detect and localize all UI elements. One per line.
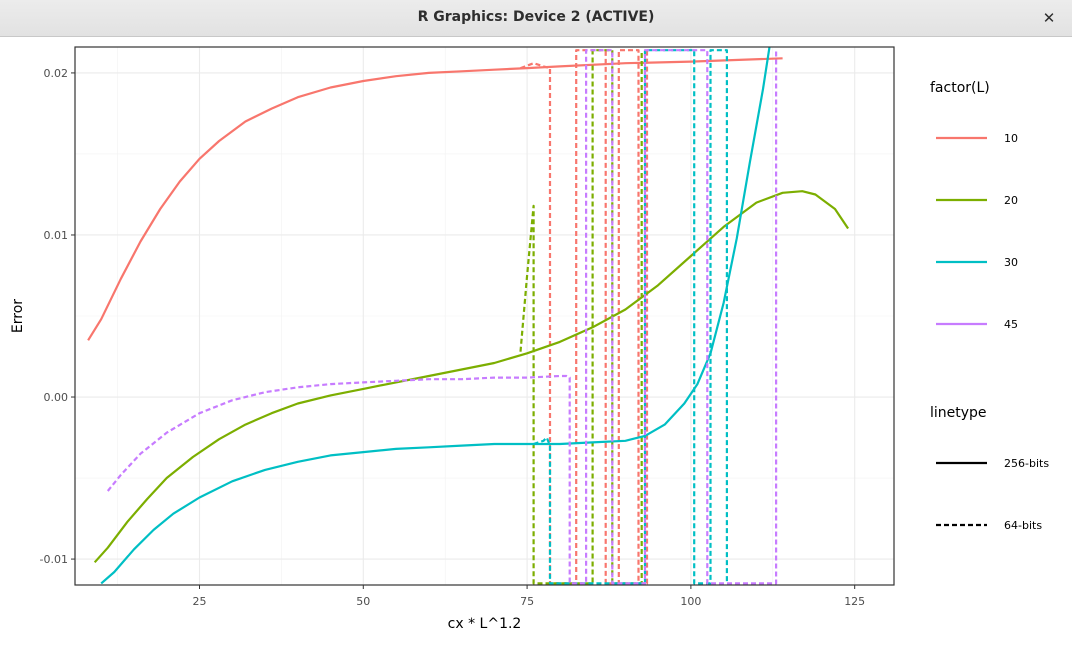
series-line-L20-256-bits — [93, 190, 850, 564]
series-line-L20-64-bits — [519, 49, 643, 585]
series-line-L10-256-bits — [87, 57, 783, 341]
legend-label-20: 20 — [1004, 194, 1018, 207]
series-line-L30-64-bits — [533, 49, 729, 585]
title-bar[interactable]: R Graphics: Device 2 (ACTIVE) ✕ — [0, 0, 1072, 37]
legend-label-256-bits: 256-bits — [1004, 457, 1049, 470]
y-axis-title: Error — [10, 299, 26, 333]
grid-lines — [75, 47, 894, 585]
close-icon[interactable]: ✕ — [1042, 9, 1056, 27]
x-tick-label: 50 — [356, 595, 370, 608]
legend-label-45: 45 — [1004, 318, 1018, 331]
x-tick-label: 75 — [520, 595, 534, 608]
legend: factor(L) 10 20 30 45 linetype 256-bits 64-bits — [930, 80, 1049, 532]
plot-panel-border — [74, 46, 895, 586]
series-line-L30-256-bits — [100, 47, 771, 585]
series-line-L10-64-bits — [520, 49, 649, 585]
plot-series — [87, 47, 850, 585]
axes: 25 50 75 100 125 -0.01 0.00 0.01 0.02 — [40, 67, 866, 608]
x-tick-label: 125 — [844, 595, 865, 608]
legend-label-30: 30 — [1004, 256, 1018, 269]
x-tick-label: 25 — [192, 595, 206, 608]
series-line-L45-64-bits — [106, 49, 778, 585]
y-tick-label: -0.01 — [40, 553, 68, 566]
x-axis-title: cx * L^1.2 — [448, 616, 522, 632]
legend-label-10: 10 — [1004, 132, 1018, 145]
legend-linetype-title: linetype — [930, 405, 987, 421]
y-tick-label: 0.00 — [44, 391, 69, 404]
legend-label-64-bits: 64-bits — [1004, 519, 1042, 532]
y-tick-label: 0.02 — [44, 67, 69, 80]
chart-canvas: 25 50 75 100 125 -0.01 0.00 0.01 0.02 cx * L^1.2… — [10, 46, 1049, 632]
legend-color-title: factor(L) — [930, 80, 990, 96]
y-tick-label: 0.01 — [44, 229, 69, 242]
window-title: R Graphics: Device 2 (ACTIVE) — [417, 9, 655, 25]
x-tick-label: 100 — [680, 595, 701, 608]
